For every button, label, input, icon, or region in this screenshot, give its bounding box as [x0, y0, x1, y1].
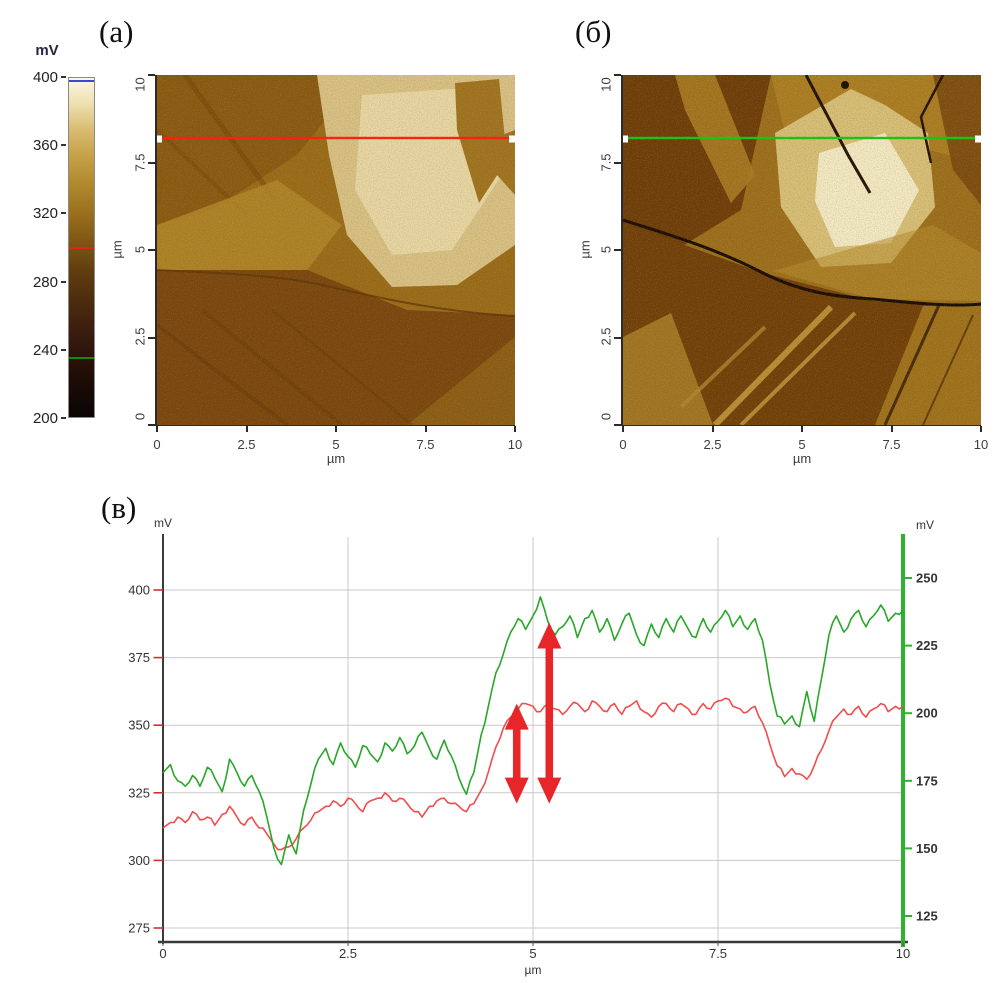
colorbar-tick-label: 320: [32, 205, 58, 223]
panel-b-y-tick-label: 10: [598, 77, 614, 92]
colorbar-blue-marker: [69, 80, 94, 83]
right-tick-label: 225: [916, 638, 938, 653]
colorbar-red-marker: [69, 246, 94, 249]
left-axis-unit: mV: [154, 516, 172, 530]
panel-a-y-tick-mark: [148, 249, 155, 251]
panel-b-x-tick-mark: [980, 426, 982, 432]
panel-b-y-tick-mark: [614, 249, 621, 251]
left-tick-label: 325: [128, 785, 150, 800]
panel-b-scan-line: [623, 135, 981, 143]
panel-b-y-tick-label: 0: [598, 412, 614, 421]
panel-a-y-tick-label: 10: [132, 77, 148, 92]
x-tick-label: 2.5: [339, 946, 357, 961]
panel-a-x-tick-mark: [156, 426, 158, 432]
panel-b-y-tick-mark: [614, 74, 621, 76]
x-axis-unit: µm: [525, 963, 542, 977]
left-tick-label: 375: [128, 650, 150, 665]
panel-b-y-tick-label: 2.5: [598, 327, 614, 346]
left-tick-label: 400: [128, 583, 150, 598]
panel-a-y-tick-mark: [148, 424, 155, 426]
right-tick-label: 125: [916, 909, 938, 924]
panel-b-x-tick-mark: [622, 426, 624, 432]
panel-b-x-tick-label: 10: [973, 437, 989, 452]
panel-a-x-tick-label: 7.5: [416, 437, 435, 452]
panel-a-x-tick-mark: [514, 426, 516, 432]
left-tick-label: 275: [128, 921, 150, 936]
panel-c-label: (в): [101, 490, 137, 525]
x-tick-label: 10: [896, 946, 910, 961]
panel-a-x-tick-mark: [245, 426, 248, 432]
colorbar-tick-label: 200: [32, 410, 58, 427]
right-tick-label: 175: [916, 773, 938, 788]
panel-b-y-unit: µm: [577, 240, 593, 259]
afm-texture-a: [157, 75, 515, 425]
panel-a-x-tick-label: 10: [507, 437, 523, 452]
colorbar-tick-mark: [61, 144, 66, 147]
colorbar-tick-label: 240: [32, 341, 58, 359]
x-tick-label: 5: [529, 946, 536, 961]
colorbar: [68, 77, 95, 418]
panel-b-x-unit: µm: [792, 451, 812, 466]
panel-b-x-tick-label: 0: [619, 437, 627, 452]
afm-texture-b: [623, 75, 981, 425]
panel-a-y-tick-label: 7.5: [132, 153, 148, 172]
colorbar-tick-mark: [61, 417, 66, 419]
right-tick-label: 150: [916, 841, 938, 856]
right-tick-label: 250: [916, 571, 938, 586]
panel-b-y-tick-mark: [614, 336, 621, 339]
panel-b-y-tick-mark: [614, 161, 621, 164]
panel-b-x-tick-label: 7.5: [882, 437, 901, 452]
right-axis-unit: mV: [916, 518, 934, 532]
panel-b-x-tick-mark: [801, 426, 803, 432]
panel-a-x-tick-mark: [335, 426, 337, 432]
colorbar-tick-mark: [61, 280, 66, 283]
panel-b-x-tick-label: 5: [798, 437, 806, 452]
panel-b-y-tick-label: 7.5: [598, 153, 614, 172]
panel-a-y-tick-label: 0: [132, 412, 148, 421]
step-height-arrow: [504, 703, 529, 804]
x-tick-label: 0: [159, 946, 166, 961]
panel-b-afm-map: [623, 75, 981, 425]
colorbar-green-marker: [69, 356, 94, 359]
panel-b-image: [621, 75, 981, 426]
profile-chart: 400 375 350 325 300 275 250 225 200 175 150 125 0 2.5…: [128, 516, 938, 977]
panel-a-y-tick-mark: [148, 336, 155, 339]
colorbar-tick-label: 400: [32, 69, 58, 86]
panel-a-x-tick-label: 5: [332, 437, 340, 452]
panel-a-x-tick-label: 0: [153, 437, 161, 452]
panel-a-afm-map: [157, 75, 515, 425]
colorbar-tick-mark: [61, 212, 66, 215]
panel-a-y-tick-label: 2.5: [132, 327, 148, 346]
left-tick-label: 300: [128, 853, 150, 868]
step-height-arrow: [537, 622, 562, 804]
panel-b-x-tick-mark: [711, 426, 714, 432]
panel-b-y-tick-label: 5: [598, 245, 614, 254]
colorbar-unit-label: mV: [35, 42, 59, 59]
panel-a-label: (a): [99, 14, 134, 49]
panel-a-y-unit: µm: [109, 240, 125, 259]
panel-a-x-tick-label: 2.5: [237, 437, 256, 452]
colorbar-tick-label: 360: [32, 137, 58, 155]
panel-a-x-unit: µm: [326, 451, 346, 466]
colorbar-tick-label: 280: [32, 273, 58, 291]
colorbar-tick-mark: [61, 76, 66, 78]
panel-b-label: (б): [575, 14, 612, 49]
right-tick-label: 200: [916, 706, 938, 721]
panel-a-x-tick-mark: [424, 426, 427, 432]
x-tick-label: 7.5: [709, 946, 727, 961]
green-profile-curve: [162, 596, 904, 866]
panel-a-y-tick-label: 5: [132, 245, 148, 254]
left-tick-label: 350: [128, 718, 150, 733]
panel-b-x-tick-label: 2.5: [703, 437, 722, 452]
colorbar-tick-mark: [61, 348, 66, 351]
panel-a-y-tick-mark: [148, 74, 155, 76]
panel-a-scan-line: [157, 135, 515, 143]
panel-b-x-tick-mark: [890, 426, 893, 432]
panel-a-y-tick-mark: [148, 161, 155, 164]
panel-b-y-tick-mark: [614, 424, 621, 426]
panel-a-image: [155, 75, 515, 426]
